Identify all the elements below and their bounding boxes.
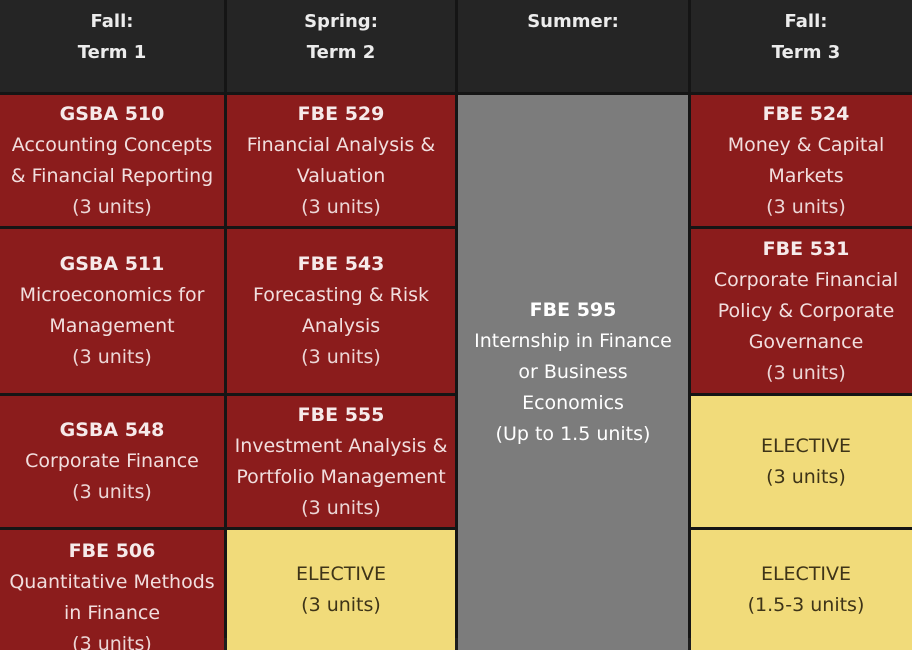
- header-summer: Summer:: [458, 0, 688, 92]
- course-title: Financial Analysis &: [246, 133, 436, 156]
- course-title: Money & Capital: [727, 133, 885, 156]
- header-line: Term 3: [771, 42, 841, 63]
- course-title: Economics: [522, 392, 624, 414]
- elective-units: (3 units): [301, 594, 381, 616]
- header-fall-term-3: Fall: Term 3: [691, 0, 912, 92]
- course-code: FBE 543: [297, 253, 385, 275]
- course-cell-fbe-531: FBE 531 Corporate Financial Policy & Cor…: [691, 229, 912, 393]
- course-title: Analysis: [301, 315, 381, 337]
- course-title: Accounting Concepts: [11, 133, 213, 156]
- course-title: & Financial Reporting: [10, 164, 214, 187]
- course-cell-gsba-548: GSBA 548 Corporate Finance (3 units): [0, 396, 224, 527]
- course-title: Governance: [748, 330, 864, 353]
- elective-cell-term-2: ELECTIVE (3 units): [227, 530, 455, 650]
- course-title: Microeconomics for: [19, 284, 205, 306]
- elective-label: ELECTIVE: [760, 563, 852, 585]
- elective-cell-term-3-second: ELECTIVE (1.5-3 units): [691, 530, 912, 650]
- course-title: Policy & Corporate: [717, 299, 895, 322]
- course-cell-fbe-506: FBE 506 Quantitative Methods in Finance …: [0, 530, 224, 650]
- elective-cell-term-3: ELECTIVE (3 units): [691, 396, 912, 527]
- course-units: (3 units): [72, 481, 152, 503]
- course-units: (3 units): [72, 195, 152, 218]
- elective-units: (3 units): [766, 465, 846, 488]
- header-line: Spring:: [304, 11, 378, 32]
- course-code: FBE 529: [297, 102, 385, 125]
- header-line: Fall:: [784, 11, 828, 32]
- course-title: Valuation: [296, 164, 386, 187]
- elective-label: ELECTIVE: [760, 434, 852, 457]
- course-units: (3 units): [766, 361, 846, 384]
- header-spring-term-2: Spring: Term 2: [227, 0, 455, 92]
- header-line: Term 1: [77, 42, 147, 63]
- course-title: Quantitative Methods: [9, 571, 215, 593]
- course-cell-gsba-511: GSBA 511 Microeconomics for Management (…: [0, 229, 224, 393]
- elective-label: ELECTIVE: [295, 563, 387, 585]
- course-title: Investment Analysis &: [234, 434, 448, 457]
- course-cell-gsba-510: GSBA 510 Accounting Concepts & Financial…: [0, 95, 224, 226]
- header-line: Term 2: [306, 42, 376, 63]
- header-line: Summer:: [527, 11, 619, 32]
- course-title: Corporate Financial: [713, 268, 899, 291]
- course-code: GSBA 548: [59, 419, 165, 441]
- course-code: FBE 595: [529, 299, 617, 321]
- course-title: Corporate Finance: [25, 450, 199, 472]
- course-units: (3 units): [72, 346, 152, 368]
- elective-units: (1.5-3 units): [747, 594, 865, 616]
- course-code: GSBA 511: [59, 253, 165, 275]
- course-title: in Finance: [63, 602, 161, 624]
- course-title: Forecasting & Risk: [252, 284, 430, 306]
- course-cell-fbe-529: FBE 529 Financial Analysis & Valuation (…: [227, 95, 455, 226]
- course-units: (3 units): [72, 633, 152, 650]
- course-title: Portfolio Management: [236, 465, 446, 488]
- course-title: Internship in Finance: [474, 330, 672, 352]
- course-code: FBE 531: [762, 237, 850, 260]
- course-units: (3 units): [301, 496, 381, 519]
- course-title: or Business: [518, 361, 628, 383]
- course-title: Management: [49, 315, 175, 337]
- course-units: (3 units): [301, 346, 381, 368]
- course-cell-fbe-595: FBE 595 Internship in Finance or Busines…: [458, 95, 688, 650]
- course-code: FBE 524: [762, 102, 850, 125]
- course-title: Markets: [768, 164, 844, 187]
- course-cell-fbe-524: FBE 524 Money & Capital Markets (3 units…: [691, 95, 912, 226]
- header-fall-term-1: Fall: Term 1: [0, 0, 224, 92]
- course-cell-fbe-555: FBE 555 Investment Analysis & Portfolio …: [227, 396, 455, 527]
- course-cell-fbe-543: FBE 543 Forecasting & Risk Analysis (3 u…: [227, 229, 455, 393]
- course-units: (3 units): [766, 195, 846, 218]
- header-line: Fall:: [90, 11, 134, 32]
- course-units: (3 units): [301, 195, 381, 218]
- course-units: (Up to 1.5 units): [495, 423, 651, 445]
- course-code: FBE 555: [297, 403, 385, 426]
- course-code: GSBA 510: [59, 102, 165, 125]
- course-code: FBE 506: [68, 540, 156, 562]
